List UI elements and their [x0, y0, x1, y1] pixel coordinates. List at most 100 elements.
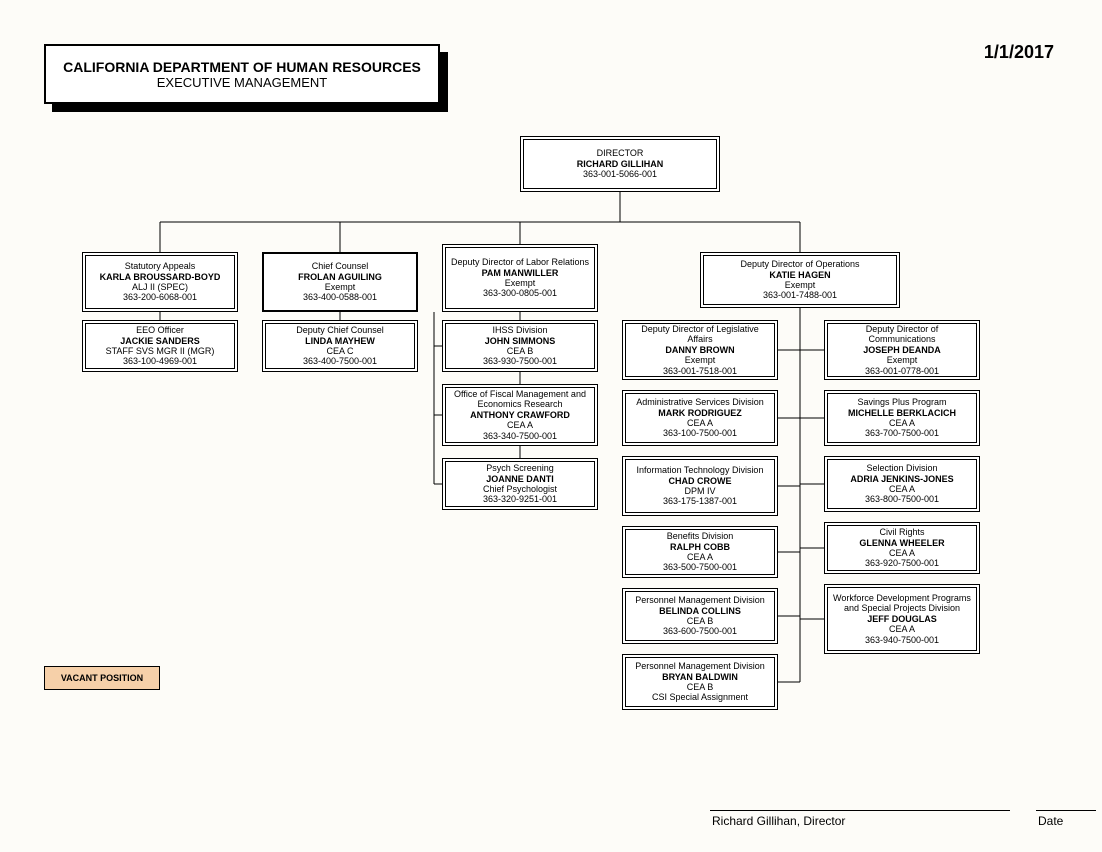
node-title: Deputy Director of Operations: [740, 259, 859, 269]
node-code: CSI Special Assignment: [652, 692, 748, 702]
node-title: Selection Division: [866, 463, 937, 473]
node-admin-services: Administrative Services DivisionMARK ROD…: [622, 390, 778, 446]
node-title: IHSS Division: [492, 325, 547, 335]
signature-name-label: Richard Gillihan, Director: [712, 814, 845, 828]
node-name: JEFF DOUGLAS: [867, 614, 937, 624]
node-eeo-officer: EEO OfficerJACKIE SANDERSSTAFF SVS MGR I…: [82, 320, 238, 372]
node-code: 363-400-0588-001: [303, 292, 377, 302]
node-classification: CEA A: [507, 420, 533, 430]
node-name: PAM MANWILLER: [482, 268, 559, 278]
node-code: 363-001-7488-001: [763, 290, 837, 300]
node-title: Personnel Management Division: [635, 595, 765, 605]
node-classification: CEA A: [687, 418, 713, 428]
node-code: 363-100-7500-001: [663, 428, 737, 438]
node-name: ANTHONY CRAWFORD: [470, 410, 570, 420]
node-classification: CEA A: [889, 624, 915, 634]
signature-date-label: Date: [1038, 814, 1063, 828]
header-subtitle: EXECUTIVE MANAGEMENT: [157, 75, 327, 90]
legend-vacant: VACANT POSITION: [44, 666, 160, 690]
node-classification: Exempt: [887, 355, 918, 365]
node-title: Civil Rights: [879, 527, 924, 537]
node-code: 363-001-0778-001: [865, 366, 939, 376]
node-classification: Exempt: [325, 282, 356, 292]
node-code: 363-175-1387-001: [663, 496, 737, 506]
node-director: DIRECTORRICHARD GILLIHAN363-001-5066-001: [520, 136, 720, 192]
node-name: BRYAN BALDWIN: [662, 672, 738, 682]
node-dd-operations: Deputy Director of OperationsKATIE HAGEN…: [700, 252, 900, 308]
node-code: 363-001-5066-001: [583, 169, 657, 179]
node-classification: STAFF SVS MGR II (MGR): [106, 346, 215, 356]
node-code: 363-500-7500-001: [663, 562, 737, 572]
node-name: DANNY BROWN: [665, 345, 734, 355]
node-name: GLENNA WHEELER: [859, 538, 944, 548]
node-name: JOHN SIMMONS: [485, 336, 556, 346]
node-classification: Exempt: [505, 278, 536, 288]
node-code: 363-930-7500-001: [483, 356, 557, 366]
node-classification: CEA A: [687, 552, 713, 562]
node-title: Deputy Director of Labor Relations: [451, 257, 589, 267]
node-title: EEO Officer: [136, 325, 184, 335]
node-code: 363-340-7500-001: [483, 431, 557, 441]
node-title: Chief Counsel: [312, 261, 369, 271]
node-information-technology: Information Technology DivisionCHAD CROW…: [622, 456, 778, 516]
node-name: LINDA MAYHEW: [305, 336, 375, 346]
effective-date: 1/1/2017: [984, 42, 1054, 63]
node-code: 363-940-7500-001: [865, 635, 939, 645]
node-name: JOANNE DANTI: [486, 474, 554, 484]
node-deputy-chief-counsel: Deputy Chief CounselLINDA MAYHEWCEA C363…: [262, 320, 418, 372]
node-title: Deputy Chief Counsel: [296, 325, 384, 335]
node-classification: CEA A: [889, 418, 915, 428]
node-title: and Special Projects Division: [844, 603, 960, 613]
node-code: 363-800-7500-001: [865, 494, 939, 504]
header-block: CALIFORNIA DEPARTMENT OF HUMAN RESOURCES…: [44, 44, 440, 104]
node-code: 363-001-7518-001: [663, 366, 737, 376]
node-psych-screening: Psych ScreeningJOANNE DANTIChief Psychol…: [442, 458, 598, 510]
node-title: Workforce Development Programs: [833, 593, 971, 603]
node-classification: CEA B: [687, 616, 714, 626]
node-classification: CEA A: [889, 548, 915, 558]
node-name: ADRIA JENKINS-JONES: [850, 474, 953, 484]
node-code: 363-200-6068-001: [123, 292, 197, 302]
node-classification: CEA C: [326, 346, 353, 356]
node-civil-rights: Civil RightsGLENNA WHEELERCEA A363-920-7…: [824, 522, 980, 574]
node-code: 363-320-9251-001: [483, 494, 557, 504]
node-personnel-mgmt-2: Personnel Management DivisionBRYAN BALDW…: [622, 654, 778, 710]
node-title: Psych Screening: [486, 463, 554, 473]
node-classification: DPM IV: [684, 486, 715, 496]
node-classification: Exempt: [785, 280, 816, 290]
node-name: MICHELLE BERKLACICH: [848, 408, 956, 418]
node-title: Personnel Management Division: [635, 661, 765, 671]
node-title: Savings Plus Program: [857, 397, 946, 407]
node-workforce-development: Workforce Development Programsand Specia…: [824, 584, 980, 654]
node-name: FROLAN AGUILING: [298, 272, 382, 282]
node-chief-counsel: Chief CounselFROLAN AGUILINGExempt363-40…: [262, 252, 418, 312]
node-selection-division: Selection DivisionADRIA JENKINS-JONESCEA…: [824, 456, 980, 512]
node-name: JACKIE SANDERS: [120, 336, 200, 346]
node-communications: Deputy Director of CommunicationsJOSEPH …: [824, 320, 980, 380]
node-classification: CEA A: [889, 484, 915, 494]
node-benefits: Benefits DivisionRALPH COBBCEA A363-500-…: [622, 526, 778, 578]
node-title: Office of Fiscal Management and Economic…: [450, 389, 590, 410]
node-statutory-appeals: Statutory AppealsKARLA BROUSSARD-BOYDALJ…: [82, 252, 238, 312]
node-title: Information Technology Division: [637, 465, 764, 475]
signature-line-name: [710, 810, 1010, 811]
node-title: Statutory Appeals: [125, 261, 196, 271]
node-code: 363-920-7500-001: [865, 558, 939, 568]
node-name: BELINDA COLLINS: [659, 606, 741, 616]
node-name: RALPH COBB: [670, 542, 730, 552]
node-code: 363-400-7500-001: [303, 356, 377, 366]
node-classification: Chief Psychologist: [483, 484, 557, 494]
node-name: MARK RODRIGUEZ: [658, 408, 742, 418]
node-title: Deputy Director of Legislative Affairs: [630, 324, 770, 345]
signature-line-date: [1036, 810, 1096, 811]
node-code: 363-300-0805-001: [483, 288, 557, 298]
node-name: RICHARD GILLIHAN: [577, 159, 664, 169]
node-classification: CEA B: [507, 346, 534, 356]
header-title: CALIFORNIA DEPARTMENT OF HUMAN RESOURCES: [63, 59, 421, 75]
node-code: 363-700-7500-001: [865, 428, 939, 438]
node-legislative-affairs: Deputy Director of Legislative AffairsDA…: [622, 320, 778, 380]
node-dd-labor-relations: Deputy Director of Labor RelationsPAM MA…: [442, 244, 598, 312]
node-ihss-division: IHSS DivisionJOHN SIMMONSCEA B363-930-75…: [442, 320, 598, 372]
node-title: Benefits Division: [667, 531, 734, 541]
node-savings-plus: Savings Plus ProgramMICHELLE BERKLACICHC…: [824, 390, 980, 446]
